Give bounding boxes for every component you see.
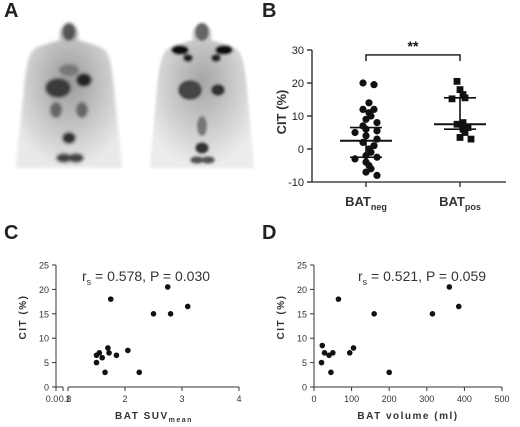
chart-c-point <box>106 350 112 356</box>
chart-c-y-tick-label: 0 <box>44 383 49 393</box>
chart-d-point <box>429 311 436 317</box>
chart-d-point <box>328 369 334 376</box>
chart-d-x-tick-label: 100 <box>344 394 359 404</box>
chart-d-x-axis-label: BAT volume (ml) <box>357 411 458 422</box>
pet-mip-image-bat-positive <box>150 23 254 168</box>
chart-c-x-tick-label: 0.0 <box>46 394 59 404</box>
panel-letter-a: A <box>4 0 19 22</box>
chart-b-point-BAT_neg <box>373 171 381 179</box>
chart-b-significance-bracket <box>365 54 461 61</box>
chart-d-y-tick-label: 15 <box>297 309 307 319</box>
chart-b-point-BAT_pos <box>456 134 464 141</box>
chart-d-y-tick-label: 10 <box>297 334 307 344</box>
panel-letter-c: C <box>4 222 19 244</box>
chart-b-point-BAT_neg <box>362 168 370 176</box>
chart-d-cit-vs-bat-volume: CIT (%) 0 5 10 15 20 25 0 100 200 300 400 500 rs = … <box>276 261 510 423</box>
chart-c-point <box>102 369 108 376</box>
chart-c-point <box>164 284 171 290</box>
chart-b-y-tick-label: -10 <box>288 177 304 189</box>
chart-b-y-tick-label: 30 <box>292 45 304 57</box>
chart-b-point-BAT_pos <box>459 119 467 126</box>
chart-b-x-tick-label: BATpos <box>439 194 481 212</box>
chart-b-cit-by-bat-status: CIT (%) -10 0 10 20 30 ** BATneg BATpos <box>274 38 506 212</box>
chart-b-point-BAT_pos <box>456 86 464 93</box>
pet-mip-image-bat-negative <box>16 23 122 168</box>
chart-d-point <box>321 350 328 356</box>
chart-b-point-BAT_neg <box>370 81 378 89</box>
chart-d-point <box>318 359 325 366</box>
chart-c-point <box>150 311 157 317</box>
chart-d-point <box>455 303 462 310</box>
chart-c-y-tick-label: 20 <box>39 285 49 295</box>
chart-c-point <box>184 303 191 310</box>
chart-b-point-BAT_pos <box>448 95 456 103</box>
chart-c-x-tick-label: 4 <box>236 394 241 404</box>
chart-b-point-BAT_pos <box>464 124 472 131</box>
chart-c-point <box>93 359 100 366</box>
chart-d-y-axis-label: CIT (%) <box>276 295 287 340</box>
chart-c-point <box>125 347 131 354</box>
chart-c-x-axis-label: BAT SUVmean <box>115 411 193 424</box>
chart-d-x-tick-label: 400 <box>457 394 472 404</box>
chart-d-y-tick-label: 20 <box>297 285 307 295</box>
chart-d-point <box>335 296 342 302</box>
chart-d-x-tick-label: 300 <box>419 394 434 404</box>
chart-c-point <box>96 350 103 356</box>
chart-d-y-tick-label: 5 <box>302 358 307 368</box>
chart-d-point <box>346 350 353 356</box>
chart-c-correlation-annotation: rs = 0.578, P = 0.030 <box>82 268 210 287</box>
chart-c-cit-vs-suv: CIT (%) 0 5 10 15 20 25 0.0 0.81 2 3 4 rs = 0.578,… <box>18 261 242 425</box>
chart-c-point <box>113 352 120 359</box>
chart-c-y-tick-label: 15 <box>39 309 49 319</box>
chart-b-point-BAT_neg <box>351 155 359 163</box>
chart-c-y-tick-label: 5 <box>44 358 49 368</box>
chart-c-point <box>167 311 174 317</box>
panel-letter-d: D <box>262 222 277 244</box>
chart-d-x-tick-label: 0 <box>311 394 316 404</box>
svg-text:CIT (%): CIT (%) <box>274 90 289 135</box>
chart-d-point <box>319 342 326 349</box>
chart-d-y-tick-label: 25 <box>297 261 307 271</box>
chart-d-point <box>371 311 377 317</box>
panel-letter-b: B <box>262 0 277 22</box>
chart-c-x-tick-label: 3 <box>179 394 184 404</box>
chart-b-point-BAT_pos <box>453 77 461 85</box>
chart-c-point <box>107 296 114 302</box>
chart-b-x-tick-label: BATneg <box>345 194 387 212</box>
chart-c-y-tick-label: 25 <box>39 261 49 271</box>
chart-b-y-axis-label: CIT (%) <box>274 90 289 135</box>
chart-b-point-BAT_neg <box>365 99 373 107</box>
chart-d-point <box>386 369 392 376</box>
chart-d-correlation-annotation: rs = 0.521, P = 0.059 <box>358 268 486 287</box>
chart-b-y-tick-label: 20 <box>292 78 304 90</box>
chart-b-point-BAT_neg <box>359 79 367 87</box>
chart-b-point-BAT_neg <box>351 128 359 137</box>
chart-c-point <box>99 354 105 361</box>
chart-b-y-tick-label: 0 <box>298 144 304 156</box>
chart-c-x-tick-label: 0.8 <box>59 394 72 404</box>
chart-d-x-tick-label: 200 <box>382 394 397 404</box>
chart-b-point-BAT_neg <box>373 127 381 135</box>
chart-b-point-BAT_neg <box>359 105 367 113</box>
chart-c-point <box>136 369 143 376</box>
chart-c-x-tick-label: 2 <box>122 394 127 404</box>
chart-b-point-BAT_pos <box>461 129 469 136</box>
chart-d-point <box>446 284 453 290</box>
chart-c-point <box>105 345 111 351</box>
chart-d-point <box>350 345 357 351</box>
chart-c-y-axis-label: CIT (%) <box>18 295 29 340</box>
chart-b-point-BAT_neg <box>362 115 370 123</box>
chart-b-significance-label: ** <box>408 38 419 54</box>
chart-b-point-BAT_neg <box>373 119 381 127</box>
chart-d-y-tick-label: 0 <box>302 383 307 393</box>
chart-d-point <box>330 350 336 356</box>
chart-d-x-tick-label: 500 <box>494 394 509 404</box>
chart-c-x-tick-label: 1 <box>65 394 70 404</box>
chart-b-point-BAT_pos <box>467 135 475 143</box>
chart-b-y-tick-label: 10 <box>292 111 304 123</box>
chart-c-y-tick-label: 10 <box>39 334 49 344</box>
